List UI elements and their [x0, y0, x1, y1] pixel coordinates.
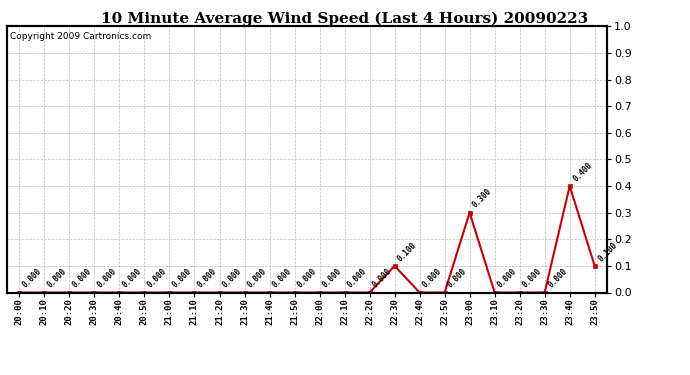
Text: 0.000: 0.000	[221, 267, 244, 290]
Text: 0.000: 0.000	[271, 267, 294, 290]
Text: 0.000: 0.000	[146, 267, 168, 290]
Text: 0.100: 0.100	[396, 240, 419, 263]
Text: 0.000: 0.000	[496, 267, 519, 290]
Text: 10 Minute Average Wind Speed (Last 4 Hours) 20090223: 10 Minute Average Wind Speed (Last 4 Hou…	[101, 11, 589, 26]
Text: 0.000: 0.000	[446, 267, 469, 290]
Text: 0.000: 0.000	[296, 267, 319, 290]
Text: Copyright 2009 Cartronics.com: Copyright 2009 Cartronics.com	[10, 32, 151, 40]
Text: 0.000: 0.000	[121, 267, 144, 290]
Text: 0.000: 0.000	[421, 267, 444, 290]
Text: 0.000: 0.000	[196, 267, 219, 290]
Text: 0.100: 0.100	[596, 240, 619, 263]
Text: 0.000: 0.000	[71, 267, 94, 290]
Text: 0.000: 0.000	[96, 267, 119, 290]
Text: 0.000: 0.000	[246, 267, 268, 290]
Text: 0.000: 0.000	[346, 267, 368, 290]
Text: 0.000: 0.000	[371, 267, 394, 290]
Text: 0.300: 0.300	[471, 187, 494, 210]
Text: 0.400: 0.400	[571, 160, 594, 183]
Text: 0.000: 0.000	[171, 267, 194, 290]
Text: 0.000: 0.000	[321, 267, 344, 290]
Text: 0.000: 0.000	[21, 267, 43, 290]
Text: 0.000: 0.000	[521, 267, 544, 290]
Text: 0.000: 0.000	[46, 267, 68, 290]
Text: 0.000: 0.000	[546, 267, 569, 290]
